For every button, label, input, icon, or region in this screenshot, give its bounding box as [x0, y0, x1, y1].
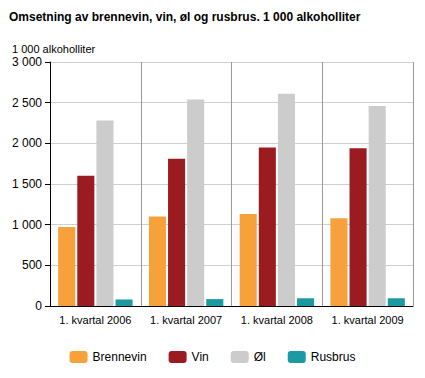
- svg-text:1 000: 1 000: [12, 218, 42, 232]
- svg-text:Omsetning av brennevin, vin, ø: Omsetning av brennevin, vin, øl og rusbr…: [9, 10, 361, 24]
- svg-text:Øl: Øl: [254, 350, 266, 364]
- svg-text:1. kvartal 2006: 1. kvartal 2006: [59, 314, 131, 326]
- svg-text:Brennevin: Brennevin: [93, 350, 147, 364]
- svg-text:0: 0: [35, 299, 42, 313]
- svg-text:2 000: 2 000: [12, 136, 42, 150]
- svg-text:2 500: 2 500: [12, 96, 42, 110]
- svg-text:1 500: 1 500: [12, 177, 42, 191]
- svg-text:1. kvartal 2008: 1. kvartal 2008: [241, 314, 313, 326]
- svg-text:Rusbrus: Rusbrus: [311, 350, 356, 364]
- svg-text:1. kvartal 2007: 1. kvartal 2007: [150, 314, 222, 326]
- svg-text:Vin: Vin: [192, 350, 209, 364]
- svg-text:1. kvartal 2009: 1. kvartal 2009: [332, 314, 404, 326]
- svg-text:1 000 alkoholliter: 1 000 alkoholliter: [12, 43, 96, 55]
- svg-text:3 000: 3 000: [12, 55, 42, 69]
- svg-text:500: 500: [22, 258, 42, 272]
